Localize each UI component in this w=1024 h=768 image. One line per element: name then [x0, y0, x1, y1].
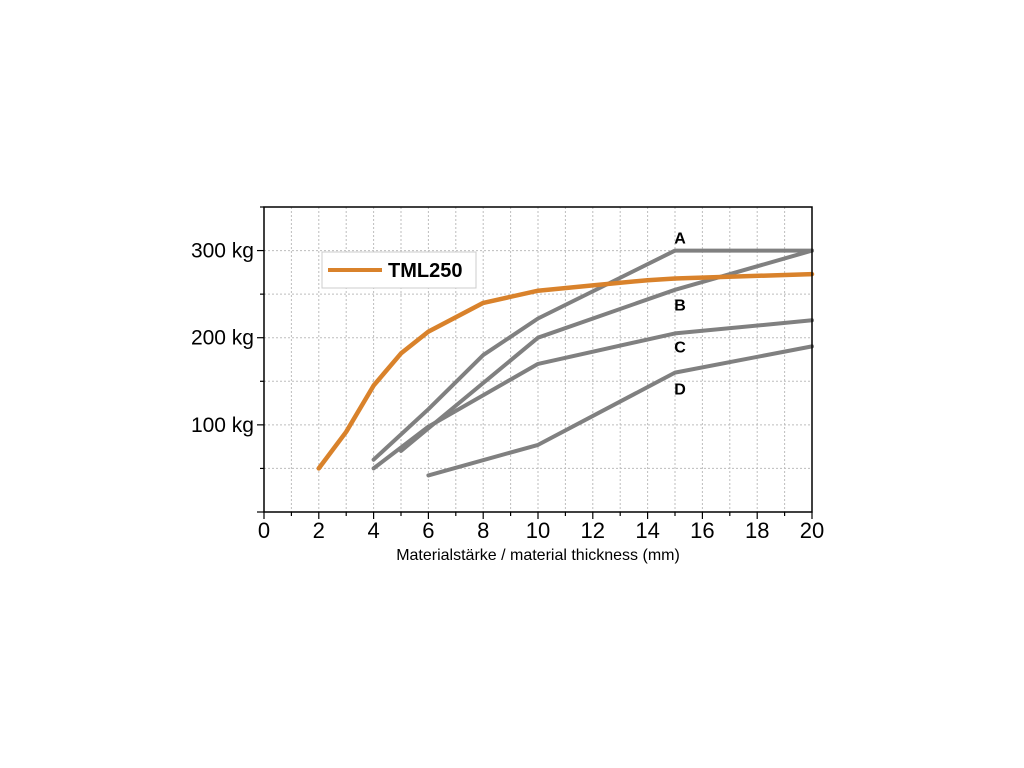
- x-axis-label: Materialstärke / material thickness (mm): [396, 547, 680, 564]
- series-line-d: [426, 344, 814, 478]
- x-tick-label: 10: [526, 518, 550, 543]
- x-tick-label: 12: [581, 518, 605, 543]
- axis-ticks: 0 2 4 6 8 10 12 14 16 18 20 100 kg 200 kg 300 kg: [191, 206, 824, 543]
- x-tick-label: 2: [313, 518, 325, 543]
- legend-label-tml250: TML250: [388, 260, 462, 282]
- x-tick-label: 16: [690, 518, 714, 543]
- x-tick-label: 20: [800, 518, 824, 543]
- series-line-c: [371, 318, 814, 471]
- y-tick-label: 200 kg: [191, 327, 254, 350]
- series-line-a: [371, 248, 814, 462]
- x-tick-label: 6: [422, 518, 434, 543]
- y-tick-label: 300 kg: [191, 240, 254, 263]
- x-tick-label: 8: [477, 518, 489, 543]
- x-tick-label: 0: [258, 518, 270, 543]
- series-lines: [316, 248, 815, 478]
- x-tick-label: 4: [367, 518, 379, 543]
- x-tick-label: 18: [745, 518, 769, 543]
- series-labels: A B C D: [674, 231, 686, 399]
- series-label-b: B: [674, 298, 686, 315]
- y-tick-label: 100 kg: [191, 414, 254, 437]
- series-label-c: C: [674, 339, 686, 356]
- legend: TML250: [321, 251, 477, 289]
- series-label-d: D: [674, 381, 686, 398]
- series-line-tml250: [316, 271, 815, 471]
- series-label-a: A: [674, 231, 686, 248]
- x-tick-label: 14: [635, 518, 659, 543]
